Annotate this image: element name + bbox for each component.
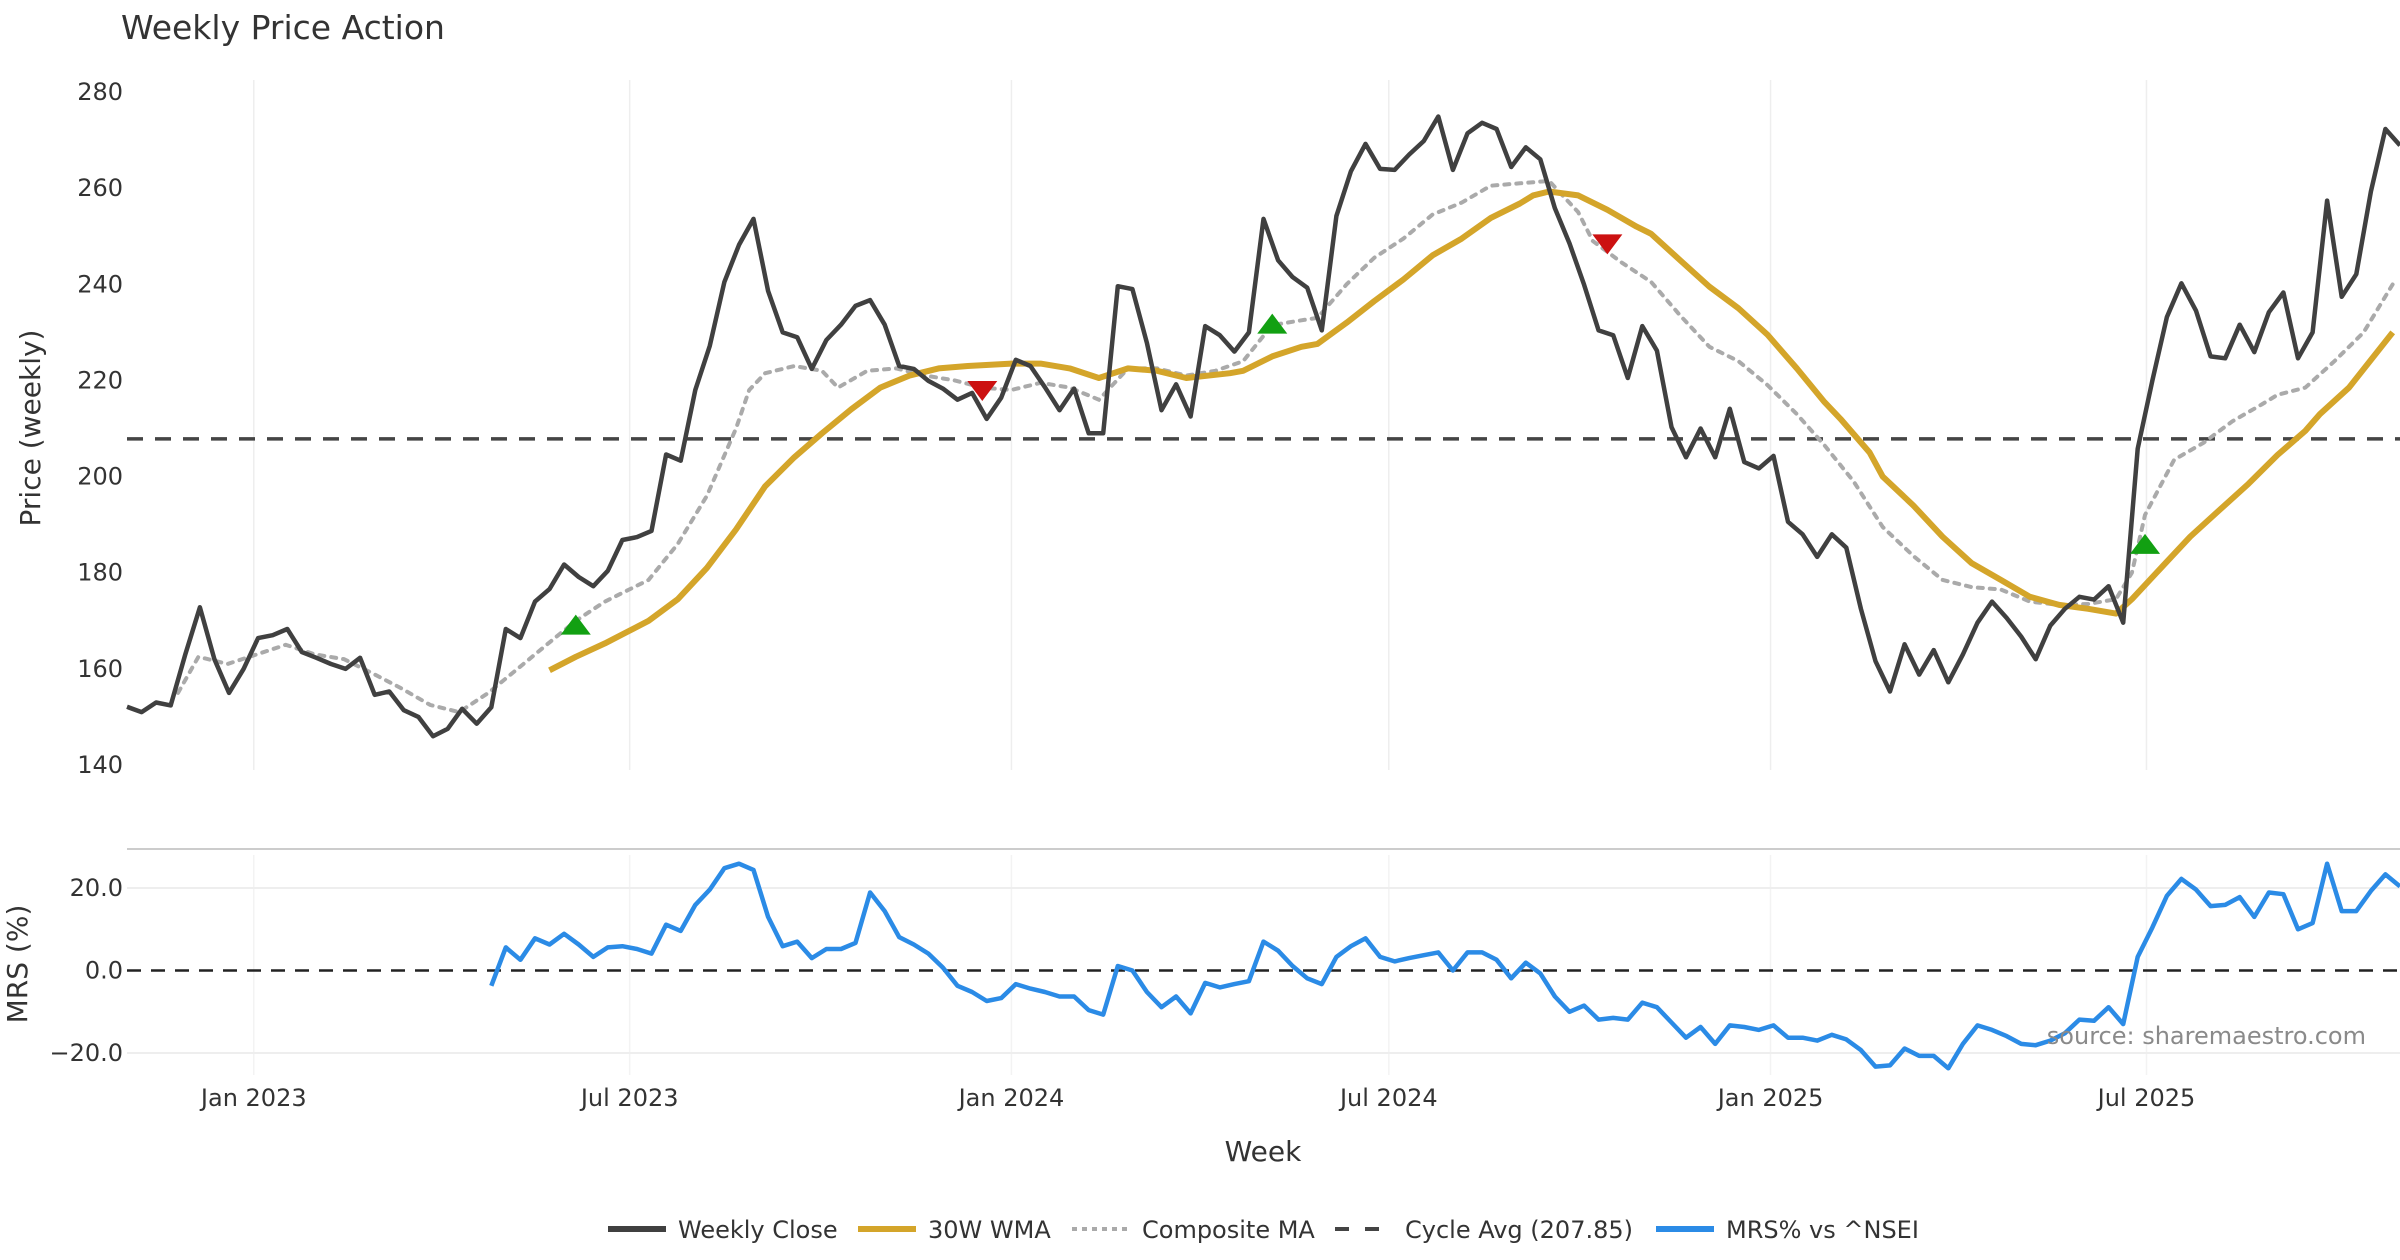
price-y-tick-label: 160: [77, 655, 123, 683]
legend: Weekly Close 30W WMA Composite MA Cycle Avg…: [608, 1216, 1919, 1244]
x-tick-label: Jul 2023: [579, 1084, 679, 1112]
weekly-close-line: [126, 114, 2400, 739]
price-y-tick-label: 200: [77, 463, 123, 491]
x-tick-label: Jan 2023: [199, 1084, 307, 1112]
x-tick-label: Jan 2025: [1716, 1084, 1824, 1112]
wma-30w-line: [548, 188, 2396, 673]
legend-label: Cycle Avg (207.85): [1405, 1216, 1633, 1244]
buy-signal-marker: [560, 614, 591, 635]
x-tick-label: Jan 2024: [957, 1084, 1065, 1112]
mrs-line: [489, 861, 2400, 1071]
buy-signal-marker: [2130, 533, 2161, 554]
price-y-tick-label: 280: [77, 78, 123, 106]
price-y-tick-label: 140: [77, 751, 123, 779]
legend-label: MRS% vs ^NSEI: [1726, 1216, 1919, 1244]
chart-title: Weekly Price Action: [121, 8, 445, 47]
mrs-y-tick-label: 0.0: [85, 957, 123, 985]
mrs-y-tick-label: 20.0: [70, 874, 123, 902]
price-y-tick-label: 220: [77, 366, 123, 394]
source-label: source: sharemaestro.com: [2047, 1022, 2366, 1050]
price-y-tick-label: 180: [77, 559, 123, 587]
price-y-tick-label: 240: [77, 270, 123, 298]
mrs-y-tick-label: −20.0: [49, 1039, 123, 1067]
sell-signal-marker: [967, 381, 998, 402]
legend-label: Weekly Close: [678, 1216, 838, 1244]
price-y-axis-label: Price (weekly): [14, 330, 47, 527]
legend-label: 30W WMA: [928, 1216, 1051, 1244]
sell-signal-marker: [1592, 234, 1623, 255]
price-y-tick-label: 260: [77, 174, 123, 202]
x-tick-label: Jul 2025: [2096, 1084, 2196, 1112]
x-tick-label: Jul 2024: [1338, 1084, 1438, 1112]
legend-label: Composite MA: [1142, 1216, 1315, 1244]
mrs-y-axis-label: MRS (%): [1, 905, 34, 1024]
buy-signal-marker: [1257, 313, 1288, 334]
x-axis-label: Week: [1225, 1135, 1302, 1168]
